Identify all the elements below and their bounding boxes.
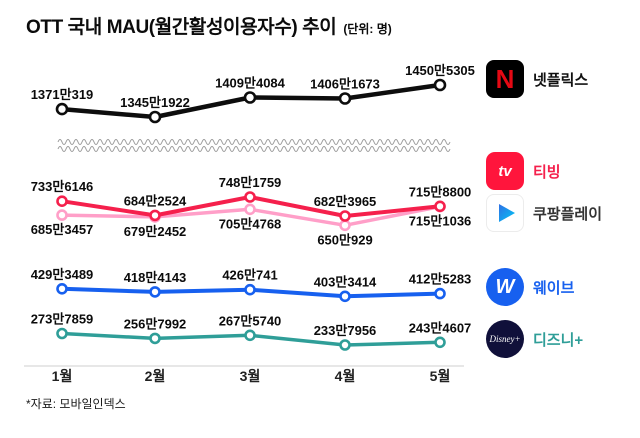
data-label: 273만7859 (31, 312, 94, 327)
data-label: 418만4143 (124, 270, 187, 285)
data-point (244, 203, 256, 216)
data-label: 705만4768 (219, 216, 282, 231)
legend-item-disneyplus: Disney+ 디즈니+ (486, 320, 583, 358)
tving-logo-icon: tv (486, 152, 524, 190)
data-label: 412만5283 (409, 272, 472, 287)
wavve-logo-icon: W (486, 268, 524, 306)
data-point (243, 91, 257, 104)
data-label: 1371만319 (31, 87, 94, 102)
legend-label-coupangplay: 쿠팡플레이 (533, 205, 603, 223)
axis-break-squiggle (57, 146, 451, 152)
data-point (149, 332, 161, 345)
legend-label-disneyplus: 디즈니+ (533, 331, 584, 349)
data-label: 733만6146 (31, 179, 94, 194)
legend-item-coupangplay: 쿠팡플레이 (486, 194, 602, 232)
data-label: 403만3414 (314, 274, 377, 289)
data-label: 715만1036 (409, 214, 472, 229)
data-point (434, 336, 446, 349)
data-label: 715만8800 (409, 184, 472, 199)
data-label: 256만7992 (124, 316, 187, 331)
data-label: 650만929 (317, 232, 372, 247)
netflix-logo-icon: N (486, 60, 524, 98)
axis-break-squiggle (57, 139, 451, 145)
play-triangle-icon (499, 204, 515, 222)
source-note: *자료: 모바일인덱스 (26, 397, 126, 411)
data-point (244, 191, 256, 203)
data-label: 1409만4084 (215, 76, 286, 91)
disneyplus-logo-wordmark: Disney+ (489, 334, 521, 344)
data-point (338, 92, 352, 105)
data-point (339, 210, 351, 222)
data-point (244, 283, 256, 296)
page-title: OTT 국내 MAU(월간활성이용자수) 추이 (26, 17, 337, 38)
disneyplus-logo-icon: Disney+ (486, 320, 524, 358)
data-point (339, 219, 351, 232)
data-label: 233만7956 (314, 323, 377, 338)
netflix-logo-letter: N (495, 63, 515, 94)
data-label: 679만2452 (124, 224, 187, 239)
legend-item-tving: tv 티빙 (486, 152, 561, 190)
data-point (56, 282, 68, 295)
data-point (339, 339, 351, 351)
data-point (433, 78, 447, 92)
wavve-logo-letter: W (495, 275, 515, 298)
x-tick-label: 4월 (335, 368, 356, 384)
data-label: 682만3965 (314, 194, 377, 209)
x-tick-label: 3월 (240, 368, 261, 384)
tving-logo-letters: tv (498, 162, 512, 180)
legend-item-netflix: N 넷플릭스 (486, 60, 588, 98)
legend-label-tving: 티빙 (533, 163, 561, 181)
data-label: 684만2524 (124, 193, 187, 208)
unit-note: (단위: 명) (343, 22, 392, 36)
data-point (244, 329, 256, 342)
data-label: 267만5740 (219, 313, 282, 328)
data-label: 685만3457 (31, 222, 94, 237)
legend-item-wavve: W 웨이브 (486, 268, 574, 306)
legend-label-netflix: 넷플릭스 (533, 71, 589, 89)
x-tick-label: 2월 (145, 368, 166, 384)
title-row: OTT 국내 MAU(월간활성이용자수) 추이 (단위: 명) (26, 12, 392, 39)
data-label: 748만1759 (219, 175, 282, 190)
data-label: 426만741 (222, 268, 277, 283)
data-label: 243만4607 (409, 320, 472, 335)
data-point (149, 209, 161, 222)
x-tick-label: 5월 (430, 368, 451, 384)
coupangplay-logo-icon (486, 194, 524, 232)
data-point (56, 327, 68, 340)
data-point (56, 209, 68, 221)
data-point (56, 195, 68, 207)
legend-label-wavve: 웨이브 (533, 279, 575, 297)
data-label: 429만3489 (31, 267, 94, 282)
data-label: 1450만5305 (405, 63, 475, 78)
data-point (148, 110, 162, 124)
data-point (339, 290, 351, 303)
data-label: 1406만1673 (310, 77, 380, 92)
data-label: 1345만1922 (120, 95, 190, 110)
data-point (55, 102, 69, 116)
data-point (149, 286, 161, 298)
data-point (434, 200, 446, 213)
x-tick-label: 1월 (52, 368, 73, 384)
data-point (434, 287, 446, 300)
